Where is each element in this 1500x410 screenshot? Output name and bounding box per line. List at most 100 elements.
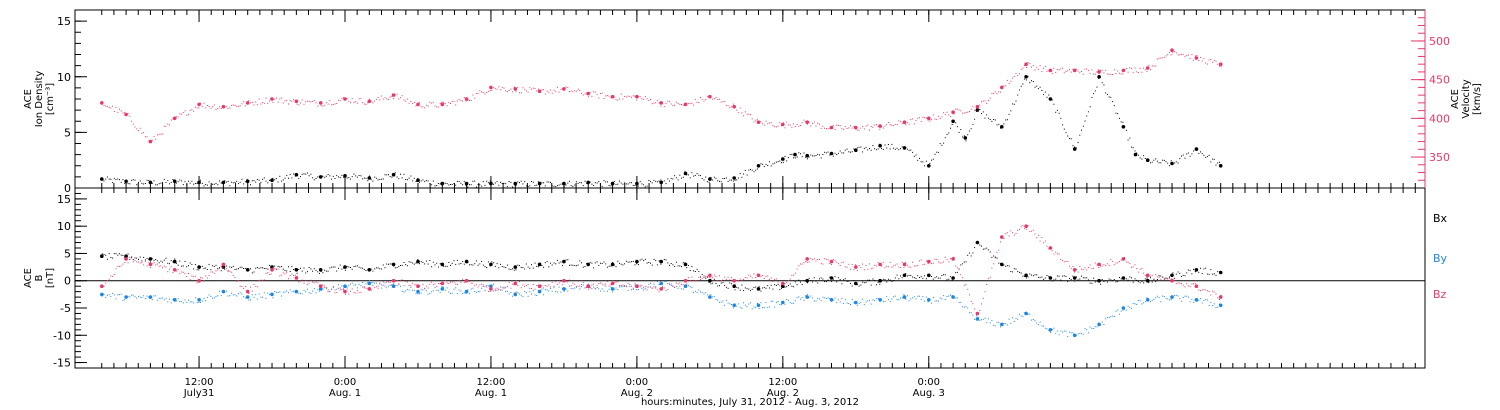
trace-dot <box>1056 253 1058 255</box>
trace-dot <box>637 285 639 287</box>
trace-dot <box>519 182 520 184</box>
trace-dot <box>436 286 438 287</box>
trace-dot <box>1215 306 1217 308</box>
trace-dot <box>670 103 672 105</box>
trace-dot <box>363 177 365 179</box>
trace-dot <box>251 101 253 103</box>
trace-dot <box>322 284 324 286</box>
trace-dot <box>377 179 379 181</box>
trace-dot <box>162 181 164 183</box>
trace-dot <box>156 263 158 265</box>
trace-dot <box>1089 326 1091 328</box>
trace-dot <box>800 153 801 155</box>
trace-dot <box>458 263 460 265</box>
trace-dot <box>1134 303 1136 305</box>
trace-dot <box>439 263 441 265</box>
trace-dot <box>294 99 296 101</box>
trace-dot <box>600 282 601 284</box>
trace-dot <box>832 124 834 126</box>
trace-dot <box>796 156 798 158</box>
trace-dot <box>934 277 936 279</box>
trace-dot <box>405 290 407 292</box>
trace-dot <box>163 265 165 267</box>
data-point <box>659 180 663 185</box>
trace-dot <box>765 276 767 277</box>
x-tick-label-date: Aug. 2 <box>767 388 799 399</box>
trace-dot <box>553 262 555 264</box>
trace-dot <box>951 112 953 114</box>
trace-dot <box>484 266 486 268</box>
data-point <box>172 298 177 302</box>
trace-dot <box>165 125 167 127</box>
trace-dot <box>212 183 214 185</box>
trace-dot <box>748 303 750 305</box>
trace-dot <box>151 299 153 300</box>
trace-dot <box>650 286 651 288</box>
trace-dot <box>1075 276 1077 278</box>
trace-dot <box>1167 162 1169 164</box>
trace-dot <box>1163 56 1165 58</box>
trace-dot <box>653 286 655 288</box>
trace-dot <box>308 282 310 284</box>
trace-dot <box>794 126 796 127</box>
trace-dot <box>1048 94 1050 96</box>
trace-dot <box>677 102 679 104</box>
trace-dot <box>837 124 839 126</box>
trace-dot <box>551 185 553 187</box>
trace-dot <box>325 270 327 272</box>
trace-dot <box>429 259 431 261</box>
trace-dot <box>667 262 669 264</box>
trace-dot <box>175 300 177 302</box>
trace-dot <box>262 178 264 180</box>
trace-dot <box>796 284 798 286</box>
data-point <box>659 259 663 264</box>
trace-dot <box>1175 283 1177 285</box>
trace-dot <box>615 266 617 268</box>
trace-dot <box>344 99 346 100</box>
trace-dot <box>348 100 350 102</box>
trace-dot <box>412 282 414 284</box>
trace-dot <box>253 180 255 182</box>
trace-dot <box>391 284 393 286</box>
trace-dot <box>1100 324 1101 326</box>
trace-dot <box>239 292 241 294</box>
trace-dot <box>924 263 926 265</box>
trace-dot <box>722 300 724 302</box>
trace-dot <box>469 280 470 282</box>
trace-dot <box>246 295 248 297</box>
trace-dot <box>1015 100 1017 102</box>
trace-dot <box>889 262 891 263</box>
trace-dot <box>965 140 967 142</box>
trace-dot <box>858 265 860 266</box>
trace-dot <box>563 186 565 188</box>
trace-dot <box>1194 55 1196 57</box>
trace-dot <box>765 287 767 289</box>
trace-dot <box>484 286 486 288</box>
trace-dot <box>1213 291 1215 293</box>
trace-dot <box>444 182 446 184</box>
trace-dot <box>208 106 210 107</box>
trace-dot <box>801 296 803 298</box>
trace-dot <box>393 281 395 283</box>
trace-dot <box>389 281 391 283</box>
trace-dot <box>462 278 464 280</box>
trace-dot <box>231 292 233 294</box>
trace-dot <box>1082 125 1084 127</box>
trace-dot <box>241 293 243 295</box>
data-point <box>172 259 177 264</box>
trace-dot <box>432 290 434 292</box>
trace-dot <box>272 265 274 267</box>
trace-dot <box>784 286 786 288</box>
trace-dot <box>589 287 591 289</box>
trace-dot <box>419 102 420 104</box>
trace-dot <box>705 292 707 294</box>
trace-dot <box>1079 278 1081 280</box>
trace-dot <box>781 304 782 306</box>
trace-dot <box>184 261 186 262</box>
trace-dot <box>644 287 646 289</box>
trace-dot <box>519 265 520 267</box>
trace-dot <box>356 102 358 104</box>
trace-dot <box>456 284 458 285</box>
trace-dot <box>598 288 600 290</box>
trace-dot <box>375 98 377 100</box>
